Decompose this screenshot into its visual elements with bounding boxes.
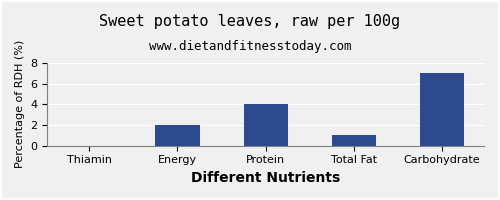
Text: www.dietandfitnesstoday.com: www.dietandfitnesstoday.com xyxy=(149,40,351,53)
Text: Sweet potato leaves, raw per 100g: Sweet potato leaves, raw per 100g xyxy=(100,14,401,29)
Bar xyxy=(156,125,200,146)
Y-axis label: Percentage of RDH (%): Percentage of RDH (%) xyxy=(15,40,25,168)
Bar xyxy=(420,73,464,146)
Bar xyxy=(332,135,376,146)
X-axis label: Different Nutrients: Different Nutrients xyxy=(191,171,340,185)
Bar xyxy=(244,104,288,146)
